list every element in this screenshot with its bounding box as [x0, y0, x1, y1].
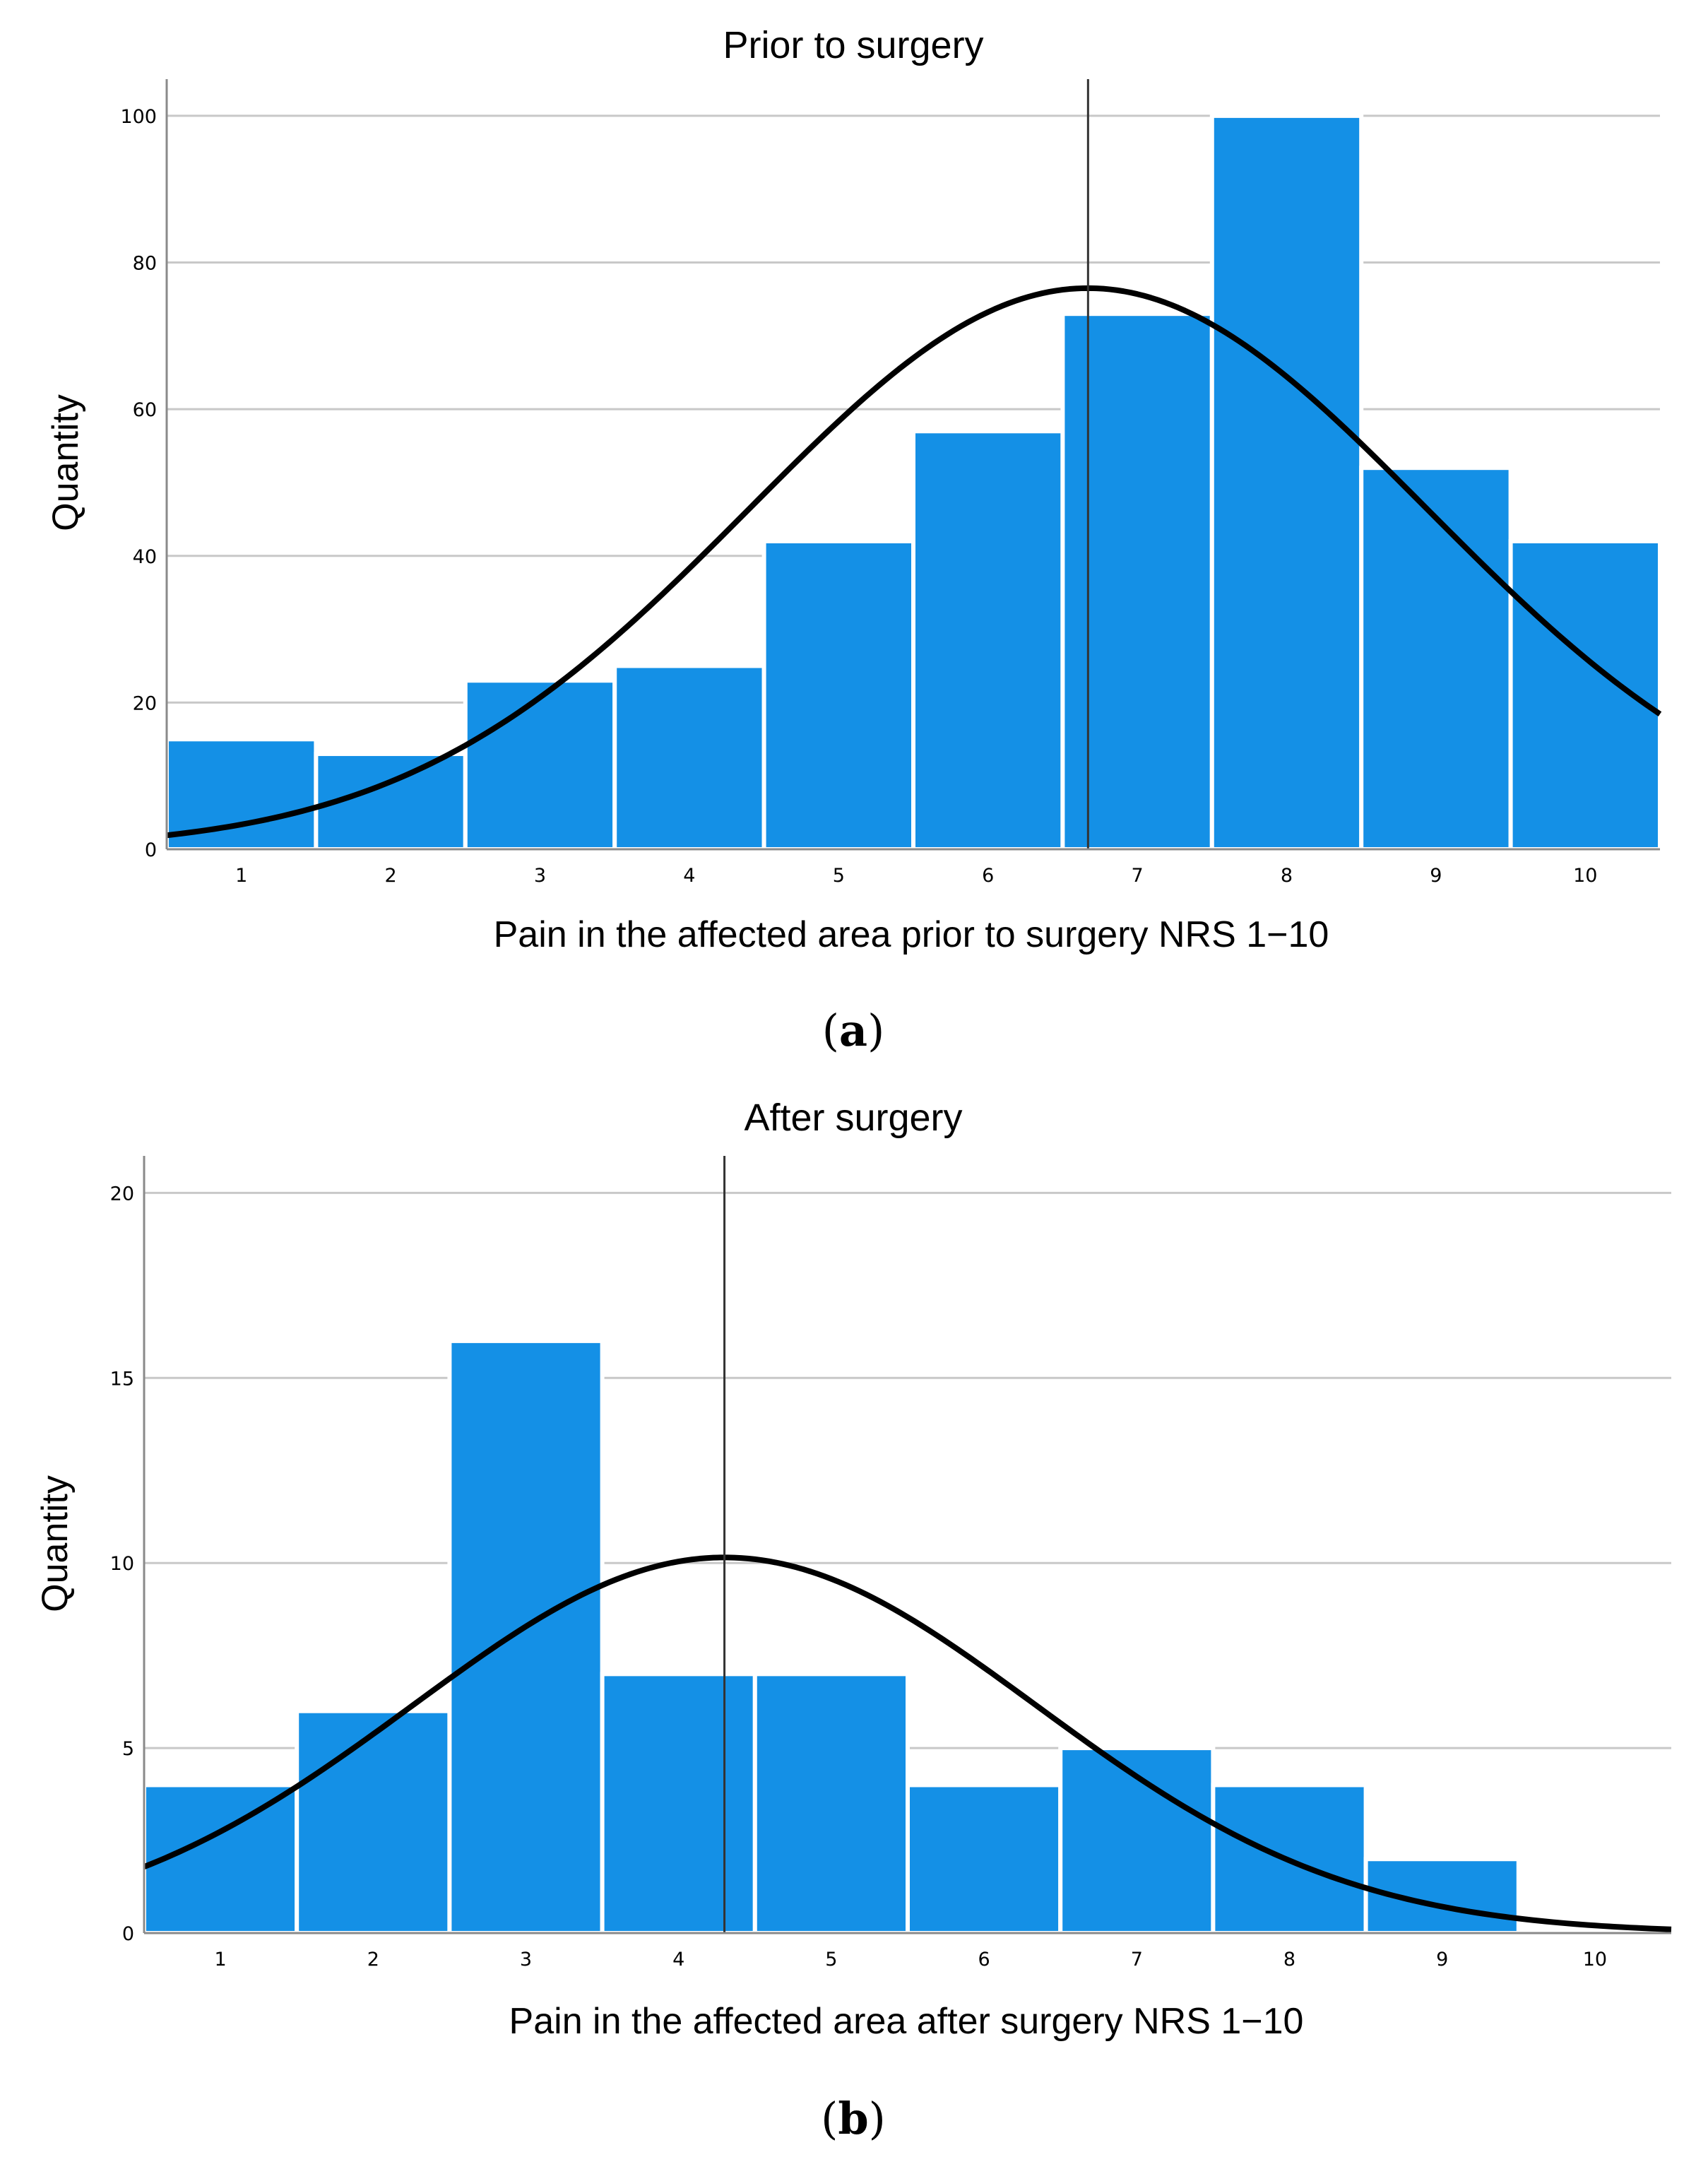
bar-2	[295, 1708, 452, 1936]
bar-5	[761, 539, 915, 851]
bar-5	[752, 1672, 911, 1935]
x-tick-labels: 1 2 3 4 5 6 7 8 9 10	[235, 865, 1597, 887]
x-tick-label: 2	[385, 865, 397, 887]
x-tick-label: 5	[825, 1949, 837, 1971]
bar-9	[1359, 466, 1513, 851]
normal-curve-layer	[166, 285, 1662, 839]
x-tick-label: 10	[1573, 865, 1597, 887]
y-tick-label: 20	[133, 692, 157, 714]
y-tick-labels: 0 5 10 15 20	[110, 1183, 134, 1945]
bar-8	[1209, 113, 1364, 851]
bar-4	[600, 1672, 757, 1935]
chart-title: Prior to surgery	[723, 24, 983, 66]
x-axis-label: Pain in the affected area after surgery …	[509, 2001, 1304, 2042]
y-tick-label: 10	[110, 1553, 134, 1575]
axes	[165, 79, 1660, 851]
x-tick-label: 6	[978, 1949, 990, 1971]
normal-curve-layer	[143, 1554, 1672, 1932]
x-tick-label: 3	[520, 1949, 532, 1971]
x-tick-label: 1	[235, 865, 247, 887]
x-tick-label: 7	[1132, 865, 1144, 887]
y-axis-label: Quantity	[35, 1475, 76, 1612]
bars	[142, 1338, 1521, 1936]
bar-7	[1060, 312, 1214, 851]
x-tick-label: 9	[1436, 1949, 1448, 1971]
x-tick-label: 8	[1283, 1949, 1295, 1971]
x-tick-label: 9	[1430, 865, 1442, 887]
y-tick-label: 60	[133, 399, 157, 421]
y-tick-label: 40	[133, 546, 157, 568]
normal-curve	[143, 1554, 1672, 1932]
bars	[165, 113, 1663, 852]
y-tick-label: 80	[133, 253, 157, 275]
x-tick-label: 3	[534, 865, 546, 887]
chart-title: After surgery	[744, 1097, 962, 1139]
bar-4	[612, 663, 766, 851]
y-tick-label: 5	[122, 1738, 134, 1760]
grid-lines	[144, 1191, 1671, 1749]
axes	[143, 1156, 1671, 1934]
bar-3	[463, 678, 617, 851]
x-tick-label: 10	[1583, 1949, 1607, 1971]
bar-6	[906, 1783, 1063, 1935]
x-tick-label: 7	[1131, 1949, 1143, 1971]
y-tick-label: 0	[122, 1923, 134, 1945]
y-tick-label: 15	[110, 1368, 134, 1390]
bar-3	[447, 1338, 605, 1935]
chart-after-surgery: After surgery 0 5 10 15 20 1 2 3 4 5 6 7 8 9 10 Pain …	[35, 1097, 1672, 2144]
x-tick-labels: 1 2 3 4 5 6 7 8 9 10	[215, 1949, 1608, 1971]
y-axis-label: Quantity	[45, 394, 86, 531]
y-tick-label: 20	[110, 1183, 134, 1205]
x-tick-label: 4	[672, 1949, 684, 1971]
normal-curve	[166, 285, 1662, 839]
x-tick-label: 2	[367, 1949, 379, 1971]
x-tick-label: 1	[215, 1949, 227, 1971]
x-tick-label: 8	[1281, 865, 1293, 887]
y-tick-label: 0	[145, 839, 157, 861]
x-tick-label: 5	[833, 865, 845, 887]
y-tick-labels: 0 20 40 60 80 100	[120, 106, 157, 861]
bar-6	[911, 429, 1065, 851]
panel-label-b: (b)	[821, 2093, 886, 2144]
panel-label-a: (a)	[822, 1005, 885, 1056]
x-tick-label: 6	[982, 865, 994, 887]
x-axis-label: Pain in the affected area prior to surge…	[494, 914, 1329, 955]
x-tick-label: 4	[683, 865, 695, 887]
y-tick-label: 100	[120, 106, 157, 128]
